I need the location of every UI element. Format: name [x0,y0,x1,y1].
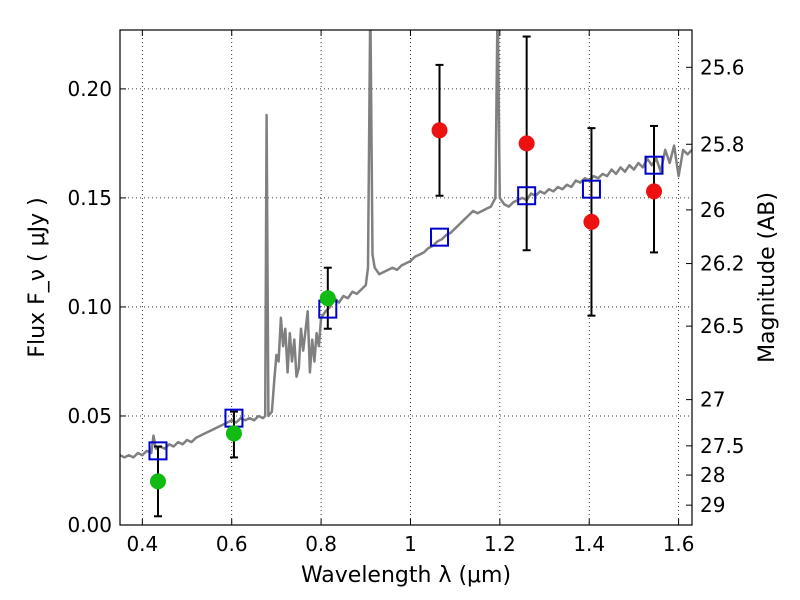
plot-area [120,30,692,518]
magnitude-tick-label: 29 [700,493,725,517]
y-tick-label: 0.05 [67,404,112,428]
magnitude-tick-label: 26.2 [700,252,745,276]
x-tick-label: 1.4 [573,532,605,556]
model-square-point [430,227,450,247]
observed-point [319,290,336,307]
axis-ticks: 0.4 0.6 0.8 1 1.2 1.4 1.6 0.00 0.05 0.10 0.15 0.20 2… [67,30,745,556]
x-tick-label: 1.2 [484,532,516,556]
observed-point [646,183,663,200]
grid [120,30,692,526]
y-tick-label: 0.10 [67,295,112,319]
observed-point [149,473,166,490]
y-tick-label: 0.20 [67,77,112,101]
magnitude-tick-label: 26.5 [700,314,745,338]
y-axis-label: Flux F_ν ( μJy ) [25,197,50,357]
magnitude-tick-label: 28 [700,463,725,487]
x-tick-label: 1 [404,532,417,556]
y-tick-label: 0.00 [67,513,112,537]
magnitude-tick-label: 27 [700,388,725,412]
plot-frame [119,29,693,526]
magnitude-tick-label: 25.6 [700,55,745,79]
model-square-point [148,441,168,461]
y-tick-label: 0.15 [67,186,112,210]
x-tick-label: 0.8 [305,532,337,556]
model-square-point [581,179,601,199]
x-tick-label: 0.6 [216,532,248,556]
spectrum-line [120,30,692,459]
observed-point [518,135,535,152]
model-square-point [644,155,664,175]
observed-point [583,213,600,230]
magnitude-tick-label: 27.5 [700,434,745,458]
magnitude-tick-label: 26 [700,198,725,222]
right-axis-label: Magnitude (AB) [755,192,780,363]
x-tick-label: 1.6 [663,532,695,556]
observed-point [431,122,448,139]
magnitude-tick-label: 25.8 [700,132,745,156]
observed-point [225,425,242,442]
x-tick-label: 0.4 [126,532,158,556]
x-axis-label: Wavelength λ (μm) [301,563,511,588]
model-square-point [517,186,537,206]
